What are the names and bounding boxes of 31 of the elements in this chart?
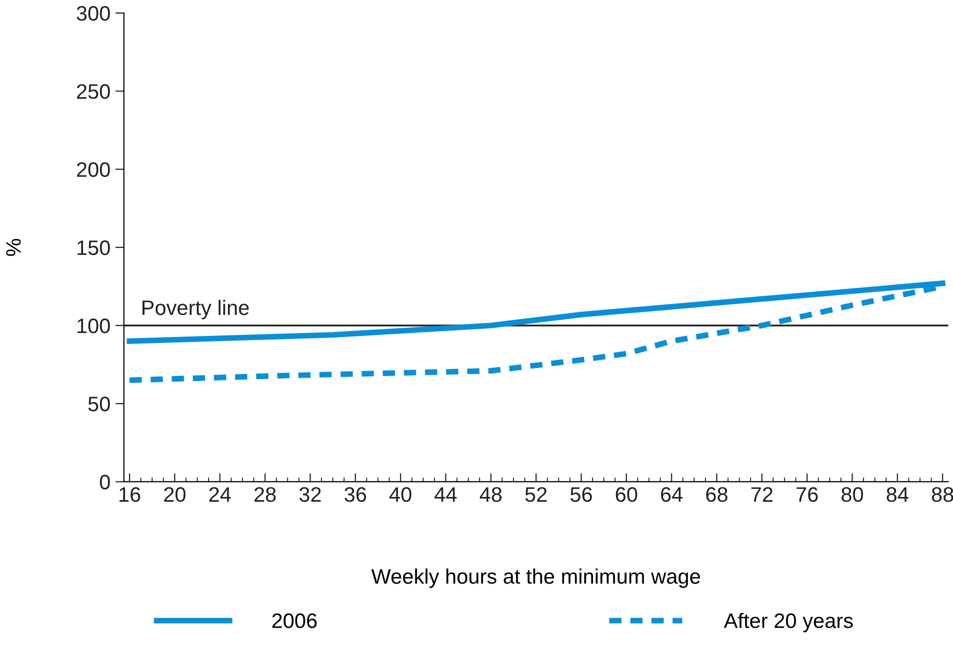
legend-label: 2006: [272, 613, 317, 628]
y-tick-label: 200: [76, 162, 110, 178]
legend-label: After 20 years: [724, 612, 853, 632]
y-tick-label: 0: [100, 474, 110, 490]
x-axis-title: Weekly hours at the minimum wage: [371, 568, 700, 588]
y-tick-label: 250: [76, 84, 110, 99]
y-tick-label: 50: [88, 396, 110, 412]
x-tick-label: 56: [570, 487, 592, 502]
x-tick-label: 36: [344, 487, 366, 502]
x-tick-label: 40: [389, 487, 412, 502]
x-tick-label: 52: [525, 487, 547, 502]
x-tick-label: 60: [616, 487, 638, 502]
x-tick-label: 88: [932, 487, 953, 502]
y-tick-label: 100: [78, 318, 110, 334]
x-tick-label: 20: [164, 487, 186, 502]
x-tick-label: 84: [886, 487, 908, 502]
x-tick-label: 68: [706, 487, 728, 502]
y-axis-title: %: [6, 238, 21, 256]
x-tick-label: 48: [480, 487, 502, 502]
x-tick-label: 64: [661, 487, 683, 502]
x-tick-label: 80: [842, 487, 864, 502]
x-tick-label: 76: [796, 487, 818, 502]
x-tick-label: 28: [254, 487, 276, 502]
x-tick-label: 72: [751, 487, 772, 502]
ref-line-label: Poverty line: [142, 300, 249, 320]
x-tick-label: 24: [209, 487, 231, 502]
y-tick-label: 300: [76, 6, 110, 21]
x-tick-label: 16: [120, 487, 140, 502]
x-tick-label: 32: [299, 487, 321, 502]
y-tick-label: 150: [78, 240, 110, 256]
x-tick-label: 44: [434, 487, 457, 502]
